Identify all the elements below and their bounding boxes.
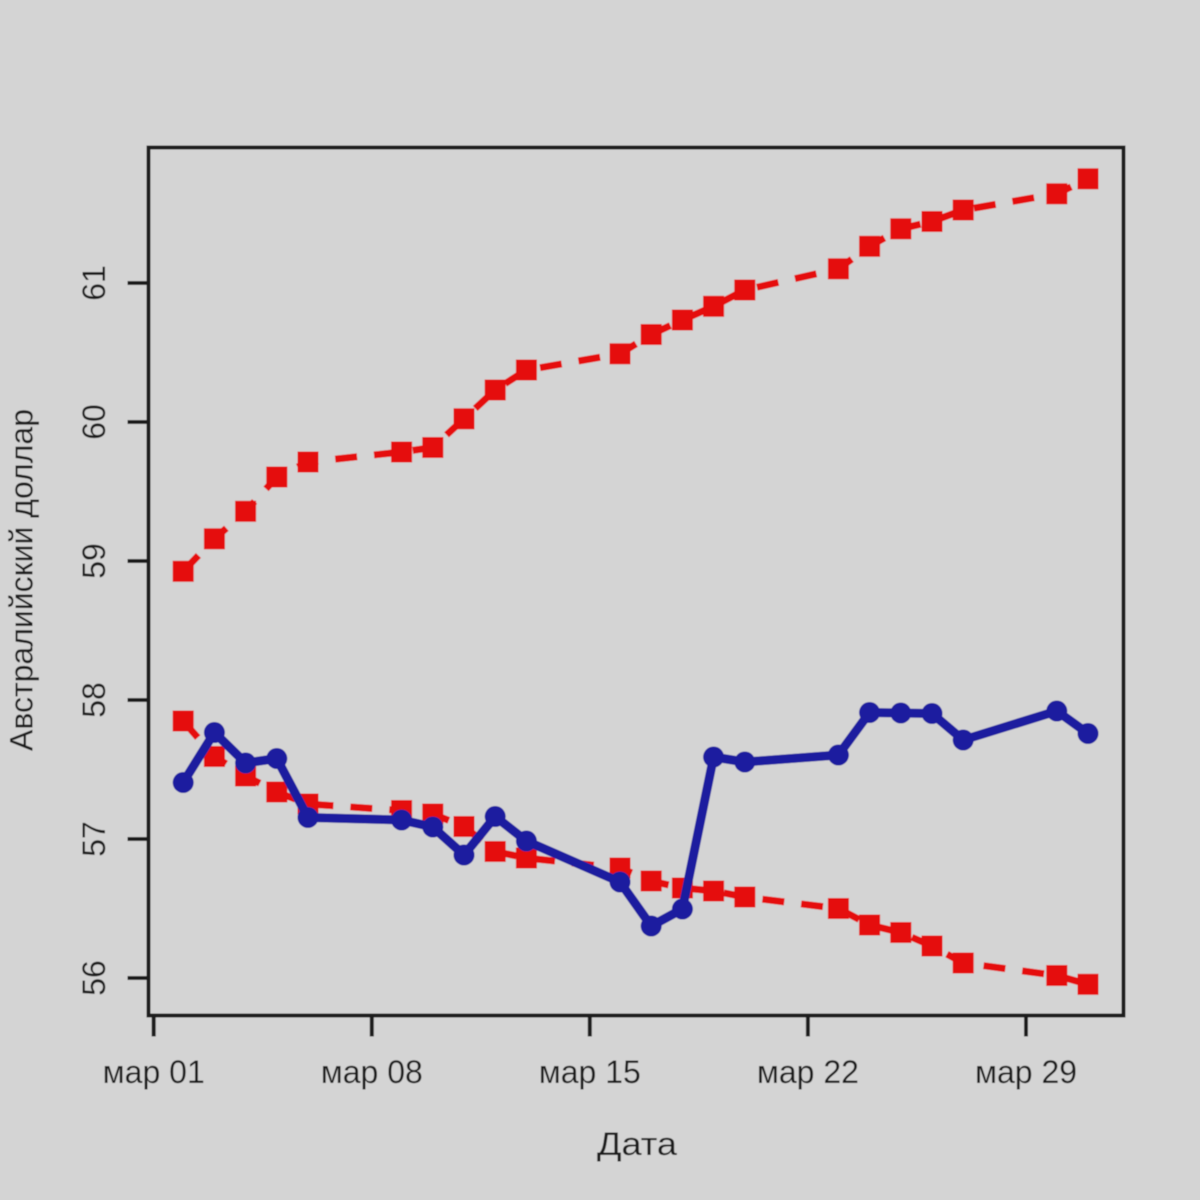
svg-text:Дата: Дата (597, 1126, 677, 1162)
svg-text:мар 22: мар 22 (757, 1054, 859, 1090)
svg-text:мар 29: мар 29 (975, 1054, 1077, 1090)
svg-text:мар 01: мар 01 (103, 1054, 205, 1090)
svg-text:61: 61 (76, 265, 112, 301)
svg-text:60: 60 (76, 404, 112, 440)
svg-text:мар 08: мар 08 (321, 1054, 423, 1090)
svg-text:56: 56 (76, 960, 112, 996)
svg-text:57: 57 (76, 821, 112, 857)
svg-text:58: 58 (76, 682, 112, 718)
svg-text:59: 59 (76, 543, 112, 579)
svg-text:Австралийский доллар: Австралийский доллар (4, 409, 40, 751)
svg-text:мар 15: мар 15 (539, 1054, 641, 1090)
